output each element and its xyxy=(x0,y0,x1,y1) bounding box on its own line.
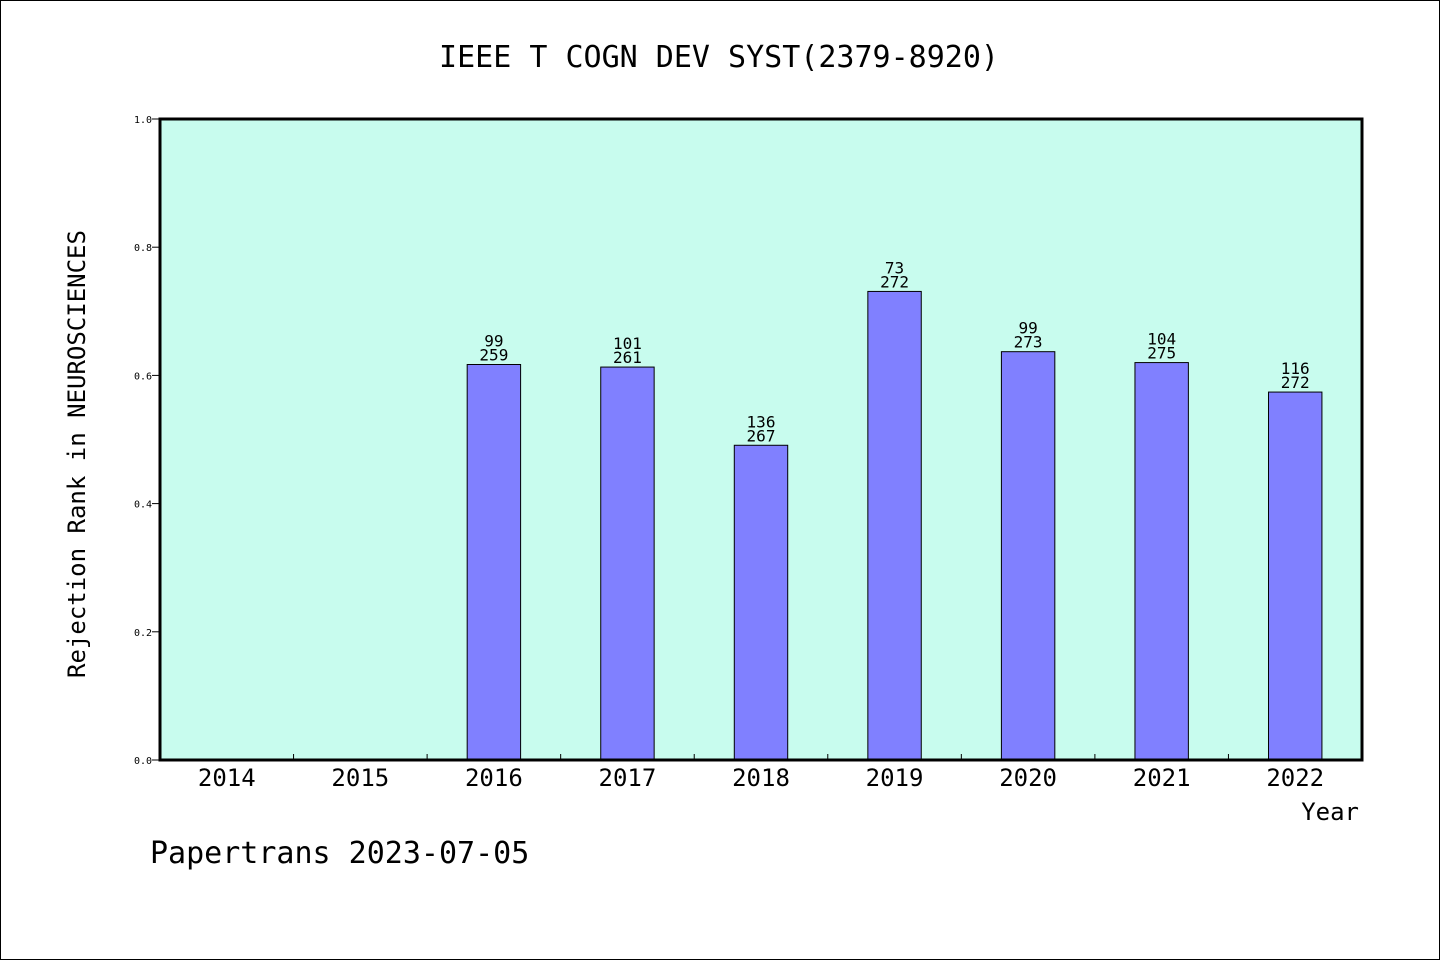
bar-rank-label: 73 xyxy=(885,258,904,277)
bar-total-label: 273 xyxy=(1014,333,1043,352)
x-tick-label: 2014 xyxy=(198,764,256,792)
bar-rank-label: 104 xyxy=(1147,330,1176,349)
bar-rank-label: 99 xyxy=(484,332,503,351)
chart-title: IEEE T COGN DEV SYST(2379-8920) xyxy=(439,40,999,75)
y-tick-label: 0.4 xyxy=(134,500,152,511)
x-tick-label: 2019 xyxy=(866,764,924,792)
bar xyxy=(1134,362,1189,761)
bar-rank-label: 99 xyxy=(1018,319,1037,338)
y-tick-label: 0.8 xyxy=(134,243,152,254)
y-tick-label: 0.0 xyxy=(134,756,152,767)
bar-total-label: 267 xyxy=(747,426,776,445)
x-tick-label: 2018 xyxy=(732,764,790,792)
x-tick-label: 2021 xyxy=(1133,764,1191,792)
footer-credit: Papertrans 2023-07-05 xyxy=(150,836,529,871)
x-tick-label: 2020 xyxy=(999,764,1057,792)
y-tick-label: 0.2 xyxy=(134,628,152,639)
bar-rank-label: 136 xyxy=(747,412,776,431)
x-tick-label: 2016 xyxy=(465,764,523,792)
bar-total-label: 261 xyxy=(613,348,642,367)
bar xyxy=(1000,351,1056,761)
bar-rank-label: 116 xyxy=(1281,359,1310,378)
bar xyxy=(867,290,922,761)
bar-rank-label: 101 xyxy=(613,334,642,353)
bar-total-label: 259 xyxy=(479,346,508,365)
y-tick-label: 0.6 xyxy=(134,371,152,382)
bar xyxy=(600,366,655,761)
y-axis-label: Rejection Rank in NEUROSCIENCES xyxy=(63,230,91,678)
y-tick-label: 1.0 xyxy=(134,115,152,126)
bar-total-label: 272 xyxy=(880,272,909,291)
plot-border xyxy=(158,117,1364,762)
x-tick-label: 2015 xyxy=(331,764,389,792)
x-tick-label: 2022 xyxy=(1266,764,1324,792)
bar xyxy=(733,444,789,761)
ticks-layer: 0.0 0.2 0.4 0.6 0.8 1.0 2014 2015 2016 2017 2018 20… xyxy=(134,115,1324,792)
bar-total-label: 272 xyxy=(1281,373,1310,392)
bar-total-label: 275 xyxy=(1147,344,1176,363)
x-tick-label: 2017 xyxy=(599,764,657,792)
x-axis-label: Year xyxy=(1301,798,1359,826)
bar xyxy=(466,364,522,761)
bar xyxy=(1268,391,1323,761)
